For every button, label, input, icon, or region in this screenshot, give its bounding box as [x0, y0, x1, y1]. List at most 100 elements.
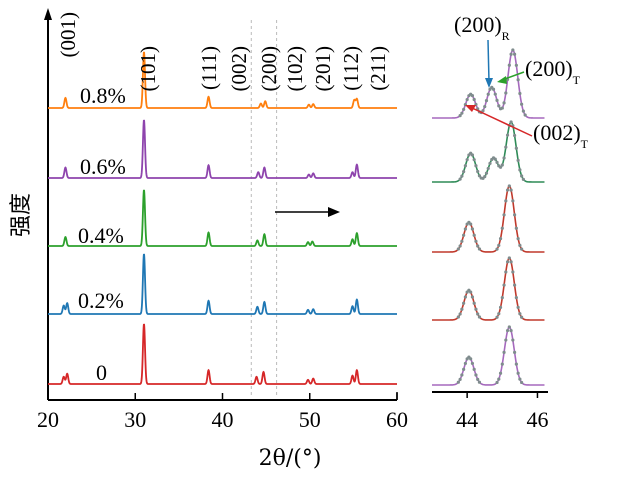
inset-data-point — [505, 260, 510, 264]
xrd-trace-0 — [48, 323, 397, 385]
inset-data-point — [497, 377, 501, 381]
inset-data-point — [502, 213, 506, 217]
inset-data-point — [495, 315, 499, 319]
inset-data-point — [463, 361, 467, 366]
inset-data-point — [460, 307, 464, 311]
xrd-trace-0-4pct — [48, 189, 397, 247]
inset-data-point — [462, 233, 466, 237]
inset-data-point — [495, 98, 499, 102]
inset-data-point — [514, 226, 518, 230]
inset-data-point — [513, 283, 517, 287]
inset-data-point — [465, 97, 469, 102]
inset-data-point — [477, 247, 482, 251]
inset-data-point — [513, 350, 517, 354]
inset-data-point — [509, 188, 513, 192]
inset-data-point — [458, 312, 462, 316]
x-tick-label: 20 — [37, 407, 59, 432]
inset-data-point — [514, 362, 518, 366]
inset-data-point — [511, 270, 515, 274]
inset-data-point — [470, 153, 475, 157]
inset-data-point — [472, 233, 476, 237]
inset-data-point — [514, 146, 518, 150]
inset-data-point — [514, 63, 518, 67]
series-label: 0.8% — [80, 83, 126, 108]
inset-data-point — [463, 295, 467, 299]
inset-data-point — [469, 290, 473, 294]
inset-data-point — [460, 239, 464, 243]
peak-label: (112) — [339, 46, 363, 91]
inset-data-point — [520, 174, 524, 178]
inset-data-point — [504, 145, 508, 149]
inset-fit-trace — [432, 256, 545, 321]
inset-data-point — [474, 239, 478, 243]
inset-data-point — [477, 380, 482, 384]
inset-data-point — [486, 92, 490, 96]
y-axis-label: 强度 — [9, 193, 34, 237]
inset-data-point — [520, 380, 524, 385]
inset-data-point — [516, 158, 520, 162]
inset-data-point — [470, 94, 475, 98]
inset-data-point — [472, 301, 476, 305]
inset-data-point — [458, 177, 462, 181]
inset-data-point — [463, 164, 467, 168]
x-tick-label: 40 — [212, 407, 234, 432]
inset-data-point — [476, 244, 480, 248]
inset-data-point — [474, 164, 478, 168]
inset-data-point — [504, 199, 508, 203]
inset-data-point — [472, 97, 476, 102]
inset-data-point — [509, 328, 513, 333]
series-label: 0 — [96, 360, 107, 385]
y-axis-arrowhead — [44, 8, 52, 20]
inset-data-point — [460, 111, 464, 115]
inset-data-point — [483, 104, 487, 109]
inset-data-point — [488, 161, 492, 165]
inset-data-point — [474, 307, 478, 311]
inset-data-point — [507, 256, 511, 260]
inset-data-point — [513, 52, 517, 56]
inset-data-point — [502, 350, 506, 354]
x-tick-label: 60 — [386, 407, 408, 432]
xrd-trace-0-6pct — [48, 119, 397, 179]
inset-data-point — [505, 188, 510, 192]
inset-data-point — [504, 338, 508, 342]
inset-fit-trace — [432, 325, 545, 386]
inset-data-point — [498, 165, 503, 169]
annotation-200-r-arrow — [487, 39, 490, 83]
inset-data-point — [521, 109, 525, 113]
inset-data-point — [460, 174, 464, 178]
inset-data-point — [462, 301, 466, 305]
peak-label: (201) — [311, 46, 335, 92]
inset-data-point — [502, 101, 506, 105]
inset-data-point — [518, 243, 522, 247]
annotation-002-t-arrow — [469, 106, 533, 137]
inset-data-point — [505, 133, 510, 137]
peak-label: (111) — [197, 46, 221, 90]
main-panel: 20 30 40 50 60 (001) (101) (111) (002) (200) (102… — [37, 8, 408, 432]
inset-data-point — [518, 312, 522, 316]
inset-data-point — [484, 99, 489, 103]
inset-data-point — [495, 247, 499, 251]
peak-label: (211) — [366, 46, 390, 91]
inset-data-point — [460, 373, 464, 377]
inset-data-point — [520, 247, 524, 251]
inset-data-point — [470, 361, 475, 366]
inset-data-point — [476, 169, 480, 174]
series-label: 0.4% — [78, 223, 124, 248]
annotation-002-t: (002)T — [533, 120, 589, 151]
inset-data-point — [469, 222, 473, 226]
series-label: 0.6% — [80, 154, 126, 179]
inset-x-tick-label: 44 — [456, 407, 478, 432]
xrd-trace-0-2pct — [48, 253, 397, 315]
inset-data-point — [507, 184, 511, 188]
inset-data-point — [474, 373, 478, 377]
inset-data-point — [470, 295, 475, 299]
inset-data-point — [469, 357, 473, 361]
inset-data-point — [520, 102, 524, 106]
inset-data-point — [509, 52, 513, 56]
inset-data-point — [476, 377, 480, 381]
annotation-002-t-arrowhead — [465, 105, 476, 112]
inset-data-point — [507, 325, 511, 329]
inset-data-point — [511, 199, 515, 203]
inset-data-point — [500, 296, 504, 300]
peak-label: (101) — [136, 46, 160, 92]
